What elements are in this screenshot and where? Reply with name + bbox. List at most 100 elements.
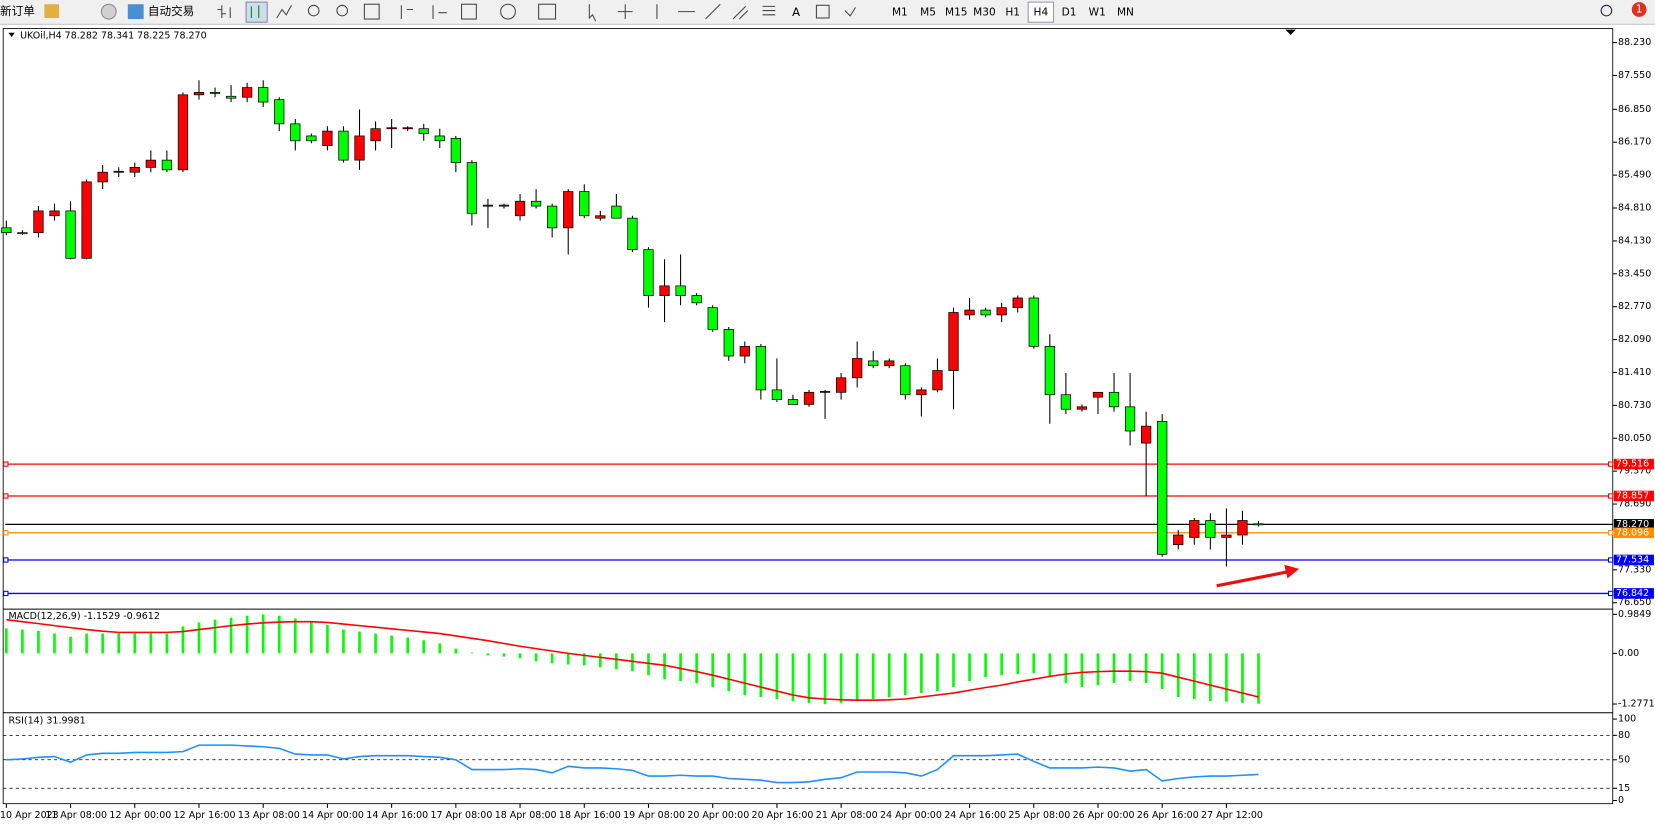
candle-body — [1124, 406, 1136, 432]
macd-signal — [6, 618, 1259, 701]
auto-trading-button[interactable]: 自动交易 — [148, 4, 194, 18]
channel-icon[interactable] — [732, 5, 749, 20]
time-label: 10 Apr 2023 — [0, 810, 59, 821]
trendline-icon[interactable] — [705, 3, 721, 20]
zoom-in-icon[interactable] — [307, 4, 320, 17]
search-icon[interactable] — [1600, 4, 1613, 17]
level-handle[interactable] — [1608, 530, 1614, 536]
autoscroll-icon[interactable] — [400, 5, 413, 20]
shift-marker — [1285, 29, 1296, 35]
candle-chart-icon[interactable] — [245, 1, 268, 23]
candle-body — [819, 390, 831, 393]
candle-body — [1108, 391, 1120, 408]
level-handle[interactable] — [1608, 461, 1614, 467]
time-label: 18 Apr 08:00 — [495, 810, 557, 821]
price-tick-label: 86.850 — [1618, 104, 1651, 115]
level-handle[interactable] — [3, 461, 9, 467]
shift-icon[interactable] — [432, 5, 447, 20]
rsi-label: RSI(14) 31.9981 — [8, 716, 85, 727]
candle-body — [884, 360, 895, 367]
candle-body — [1092, 391, 1104, 398]
candle-body — [225, 95, 237, 99]
level-label-bg — [1613, 527, 1654, 539]
price-tick-label: 78.690 — [1618, 499, 1651, 510]
fibo-icon[interactable] — [762, 5, 776, 16]
candle-body — [145, 159, 156, 168]
tile-icon[interactable] — [363, 3, 380, 20]
bar-chart-icon[interactable] — [217, 5, 231, 18]
level-handle[interactable] — [3, 557, 9, 563]
candle-icon[interactable] — [250, 5, 260, 18]
level-handle[interactable] — [3, 493, 9, 499]
candle-body — [290, 123, 301, 142]
timeframe-button[interactable]: M5 — [920, 7, 936, 19]
candle-body — [354, 135, 365, 161]
timeframe-button[interactable]: MN — [1117, 7, 1134, 19]
candle-body — [1028, 297, 1039, 347]
candle-body — [1173, 534, 1184, 546]
candle-body — [514, 200, 526, 217]
label-icon[interactable] — [815, 4, 830, 19]
level-label: 78.857 — [1616, 490, 1649, 501]
icon[interactable] — [100, 3, 117, 20]
auto-trading-icon[interactable] — [127, 4, 144, 20]
level-label: 78.096 — [1616, 527, 1649, 538]
candle-body — [322, 130, 333, 146]
candle-body — [739, 345, 750, 357]
price-tick-label: 84.810 — [1618, 203, 1651, 214]
candle-body — [177, 94, 189, 171]
arrows-icon[interactable] — [844, 7, 856, 17]
candle-body — [65, 210, 76, 259]
candle-body — [723, 329, 734, 357]
timeframe-button[interactable]: M1 — [892, 7, 908, 19]
templates-icon[interactable] — [538, 3, 557, 20]
level-label-bg — [1613, 554, 1654, 566]
timeframe-button[interactable]: D1 — [1062, 7, 1077, 19]
notification-badge[interactable] — [1631, 2, 1647, 17]
candle-body — [1205, 520, 1216, 538]
timeframe-button[interactable]: M15 — [945, 7, 968, 19]
price-tick-label: 83.450 — [1618, 268, 1651, 279]
level-handle[interactable] — [3, 530, 9, 536]
new-order-button[interactable]: 新订单 — [0, 4, 35, 18]
indicators-icon[interactable] — [461, 3, 477, 20]
annotation-arrow — [1216, 570, 1287, 588]
price-tick-label: 79.370 — [1618, 466, 1651, 477]
crosshair-icon[interactable] — [617, 4, 633, 20]
candle-body — [627, 217, 638, 250]
timeframe-button[interactable]: H1 — [1005, 7, 1020, 19]
timeframe-button[interactable]: W1 — [1089, 7, 1106, 19]
rsi-tick-label: 0 — [1618, 795, 1624, 806]
timeframe-button[interactable]: M30 — [973, 7, 996, 19]
text-tool[interactable]: A — [792, 5, 800, 19]
candle-body — [49, 210, 60, 217]
candle-body — [1141, 425, 1152, 444]
level-label: 77.534 — [1616, 554, 1649, 565]
level-handle[interactable] — [3, 590, 9, 597]
icon[interactable] — [44, 4, 60, 18]
candle-body — [17, 232, 28, 235]
price-tick-label: 88.230 — [1618, 37, 1651, 48]
candle-body — [129, 167, 140, 173]
rsi-line — [6, 744, 1259, 784]
time-label: 14 Apr 00:00 — [302, 810, 364, 821]
toolbar — [0, 0, 1655, 25]
macd-tick-label: 0.00 — [1618, 648, 1639, 659]
cursor-icon[interactable] — [588, 4, 597, 22]
level-handle[interactable] — [1608, 557, 1614, 563]
candle-body — [1060, 394, 1071, 410]
line-chart-icon[interactable] — [276, 5, 292, 19]
candle-body — [97, 171, 108, 183]
candle-body — [338, 130, 349, 161]
zoom-out-icon[interactable] — [336, 4, 349, 17]
periods-icon[interactable] — [500, 3, 516, 20]
level-label-bg — [1613, 490, 1654, 502]
candle-body — [803, 391, 815, 405]
macd-tick-label: -1.2771 — [1618, 699, 1655, 710]
timeframe-button[interactable]: H4 — [1034, 7, 1049, 19]
candle-body — [530, 200, 542, 207]
level-label-bg — [1613, 458, 1654, 470]
level-handle[interactable] — [1608, 493, 1614, 499]
candle-body — [996, 307, 1007, 316]
level-handle[interactable] — [1608, 590, 1614, 597]
